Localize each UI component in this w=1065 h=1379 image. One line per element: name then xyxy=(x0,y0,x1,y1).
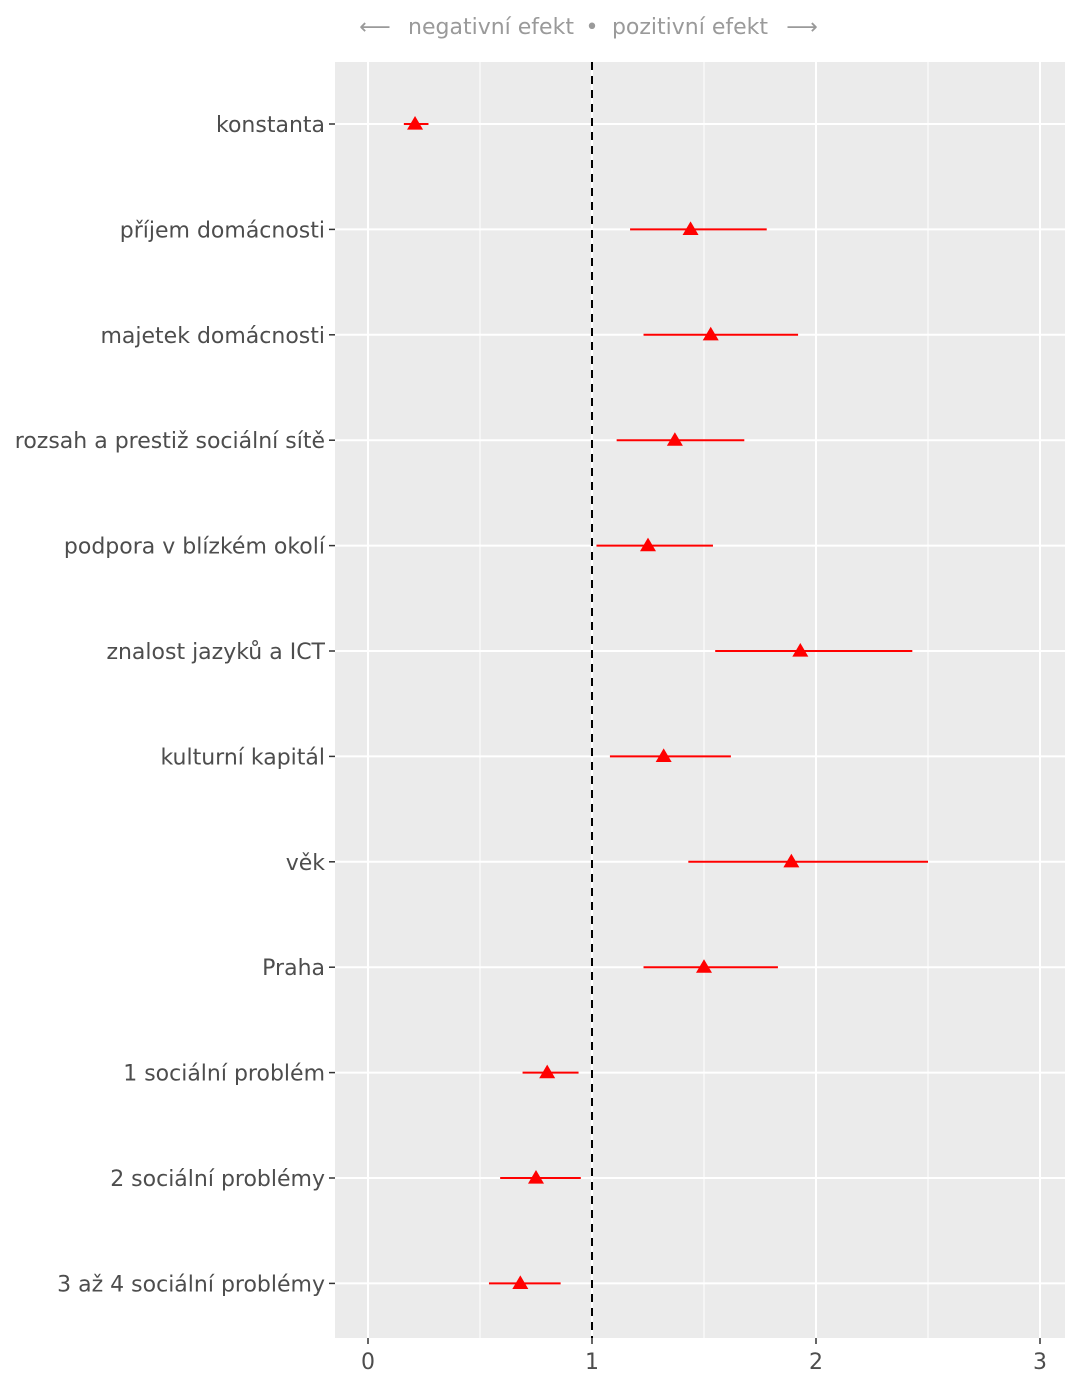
x-axis: 0 1 2 3 xyxy=(361,1338,1047,1375)
x-tick-label: 3 xyxy=(1033,1350,1047,1375)
estimate-point xyxy=(702,326,719,341)
negative-effect-label: negativní efekt xyxy=(408,15,574,40)
positive-effect-label: pozitivní efekt xyxy=(612,15,768,40)
estimate-point xyxy=(512,1275,529,1289)
y-category-label: věk xyxy=(286,851,326,876)
separator-dot: • xyxy=(586,15,599,40)
y-category-label: kulturní kapitál xyxy=(160,745,325,770)
y-category-label: znalost jazyků a ICT xyxy=(106,640,325,665)
estimate-marks xyxy=(403,116,928,1289)
y-category-label: Praha xyxy=(262,956,325,981)
estimate-point xyxy=(682,221,699,235)
estimate-point xyxy=(407,116,424,130)
plot-panel xyxy=(335,62,1065,1338)
y-category-label: majetek domácnosti xyxy=(101,324,326,349)
estimate-point xyxy=(666,432,683,446)
estimate-point xyxy=(655,748,672,762)
y-category-label: příjem domácnosti xyxy=(120,218,325,243)
estimate-point xyxy=(539,1064,556,1079)
y-axis: konstanta příjem domácnosti majetek domácn… xyxy=(15,113,335,1297)
y-category-label: 2 sociální problémy xyxy=(110,1167,325,1192)
y-category-label: rozsah a prestiž sociální sítě xyxy=(15,429,325,454)
y-category-label: konstanta xyxy=(216,113,325,138)
estimate-point xyxy=(528,1170,544,1184)
x-tick-label: 2 xyxy=(809,1350,823,1375)
left-arrow-icon: ⟵ xyxy=(359,15,391,40)
effect-direction-header: ⟵ negativní efekt • pozitivní efekt ⟶ xyxy=(359,15,818,40)
right-arrow-icon: ⟶ xyxy=(786,15,818,40)
y-category-label: 1 sociální problém xyxy=(123,1062,325,1087)
estimate-point xyxy=(640,537,656,552)
estimate-point xyxy=(792,643,809,657)
y-category-label: 3 až 4 sociální problémy xyxy=(57,1272,325,1297)
x-tick-label: 1 xyxy=(585,1350,599,1375)
x-tick-label: 0 xyxy=(361,1350,375,1375)
estimate-point xyxy=(696,959,712,973)
estimate-point xyxy=(783,853,800,868)
y-category-label: podpora v blízkém okolí xyxy=(64,535,326,560)
